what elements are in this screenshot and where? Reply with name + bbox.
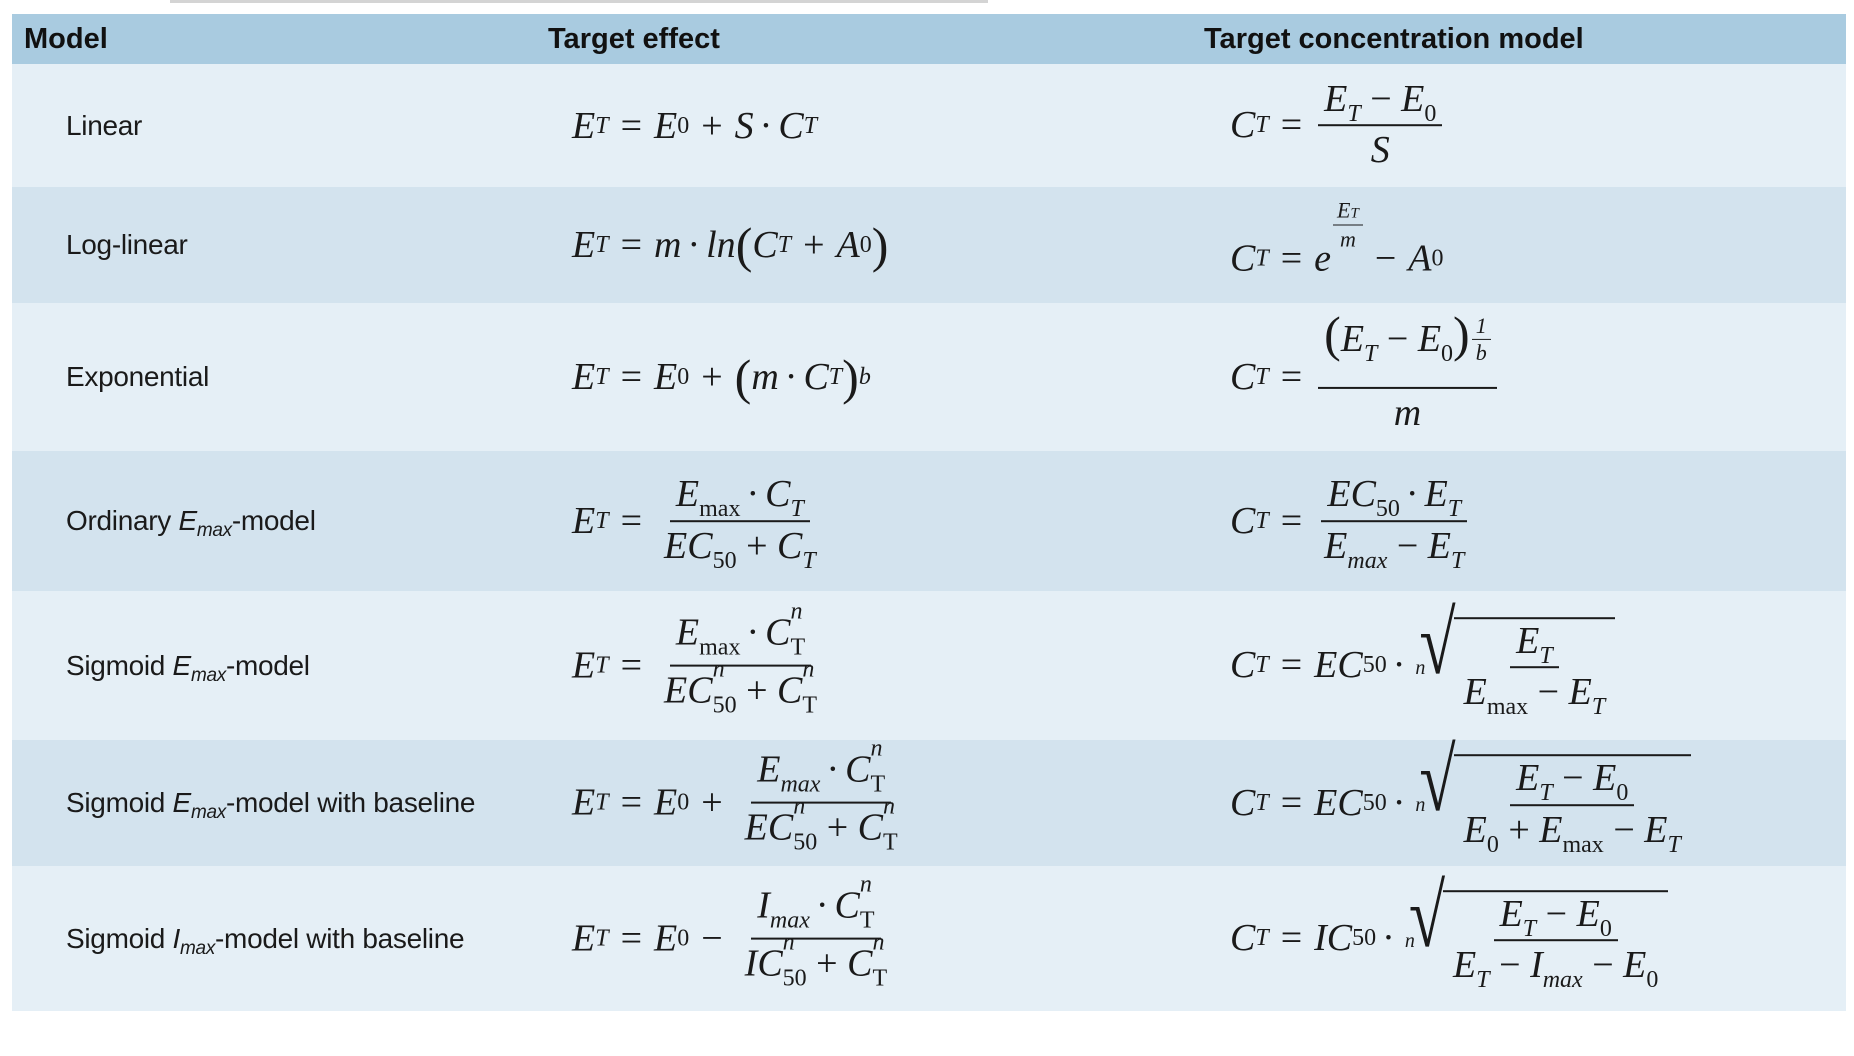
header-target-concentration: Target concentration model [1204,23,1584,55]
model-name: Sigmoid Emax-model [66,649,310,686]
table-header: Model Target effect Target concentration… [12,14,1846,64]
caption-strip [170,0,988,3]
models-table: Model Target effect Target concentration… [12,14,1846,1011]
model-name: Sigmoid Emax-model with baseline [66,787,476,823]
model-name: Sigmoid Imax-model with baseline [66,922,465,959]
model-name: Exponential [66,361,210,392]
model-name: Ordinary Emax-model [66,505,316,541]
header-target-effect: Target effect [548,23,720,55]
header-model: Model [24,23,108,55]
model-name: Log-linear [66,229,188,260]
model-name: Linear [66,109,143,141]
